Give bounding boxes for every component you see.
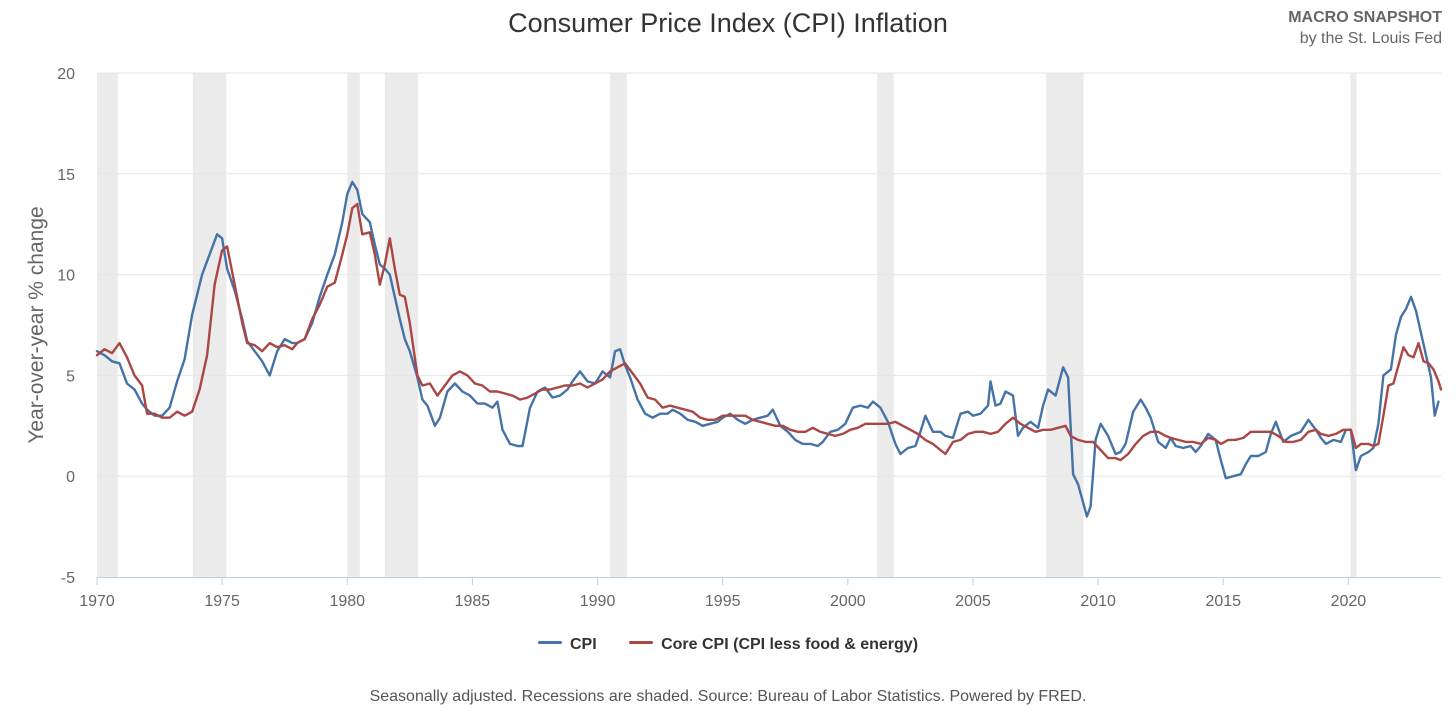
y-axis-title: Year-over-year % change	[25, 206, 48, 443]
y-tick-label: 15	[57, 167, 75, 184]
brand-block: MACRO SNAPSHOT by the St. Louis Fed	[1288, 7, 1442, 49]
brand-line-2: by the St. Louis Fed	[1299, 30, 1442, 47]
y-tick-label: -5	[61, 570, 75, 587]
recession-band-2	[347, 73, 360, 577]
recession-band-4	[610, 73, 627, 577]
recession-band-5	[877, 73, 894, 577]
x-tick-label: 1995	[705, 593, 741, 610]
x-tick-label: 2015	[1205, 593, 1241, 610]
recession-band-7	[1350, 73, 1357, 577]
x-tick-label: 1970	[79, 593, 115, 610]
chart-plot: -5 0 5 10 15 20 1970 1975 1980 1985 1990 1995 2000 20…	[25, 66, 1443, 610]
legend-swatch-core-cpi	[629, 641, 654, 645]
y-tick-label: 20	[57, 66, 75, 83]
x-tick-label: 1980	[329, 593, 365, 610]
chart-legend: CPI Core CPI (CPI less food & energy)	[0, 636, 1456, 654]
recession-band-6	[1046, 73, 1084, 577]
footnote: Seasonally adjusted. Recessions are shad…	[369, 688, 1087, 705]
legend-item-core-cpi[interactable]: Core CPI (CPI less food & energy)	[629, 636, 918, 654]
brand-line-1: MACRO SNAPSHOT	[1288, 9, 1442, 26]
x-tick-label: 2010	[1080, 593, 1116, 610]
x-tick-label: 1985	[455, 593, 491, 610]
y-tick-label: 5	[66, 368, 75, 385]
legend-label-cpi: CPI	[569, 636, 597, 653]
x-tick-label: 2005	[955, 593, 991, 610]
x-tick-label: 2000	[830, 593, 866, 610]
y-tick-label: 0	[66, 469, 75, 486]
x-tick-label: 2020	[1331, 593, 1367, 610]
y-tick-label: 10	[57, 268, 75, 285]
legend-label-core-cpi: Core CPI (CPI less food & energy)	[661, 636, 919, 653]
x-tick-label: 1975	[204, 593, 240, 610]
recession-band-0	[97, 73, 118, 577]
legend-item-cpi[interactable]: CPI	[537, 636, 597, 654]
legend-swatch-cpi	[537, 641, 562, 645]
chart-title: Consumer Price Index (CPI) Inflation	[508, 8, 948, 38]
series-line-core-cpi	[95, 202, 1443, 462]
series-line-cpi	[95, 180, 1440, 518]
x-tick-label: 1990	[580, 593, 616, 610]
